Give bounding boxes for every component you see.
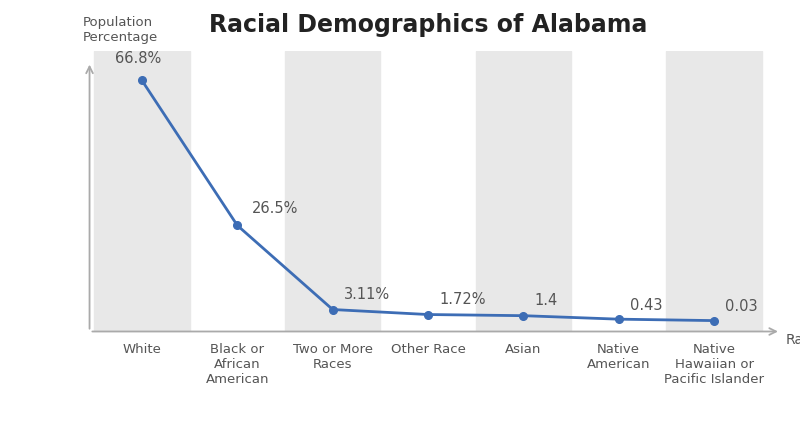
Text: Race: Race xyxy=(786,333,800,347)
Text: 1.4: 1.4 xyxy=(534,294,558,309)
Text: 0.03: 0.03 xyxy=(726,299,758,314)
Text: 26.5%: 26.5% xyxy=(252,201,298,216)
Bar xyxy=(666,51,762,332)
Text: 3.11%: 3.11% xyxy=(344,286,390,302)
Text: 0.43: 0.43 xyxy=(630,298,662,313)
Text: 66.8%: 66.8% xyxy=(115,51,162,66)
Title: Racial Demographics of Alabama: Racial Demographics of Alabama xyxy=(209,13,647,37)
Text: Population
Percentage: Population Percentage xyxy=(83,16,158,44)
Bar xyxy=(285,51,380,332)
Bar xyxy=(94,51,190,332)
Text: 1.72%: 1.72% xyxy=(439,292,486,307)
Bar xyxy=(476,51,571,332)
